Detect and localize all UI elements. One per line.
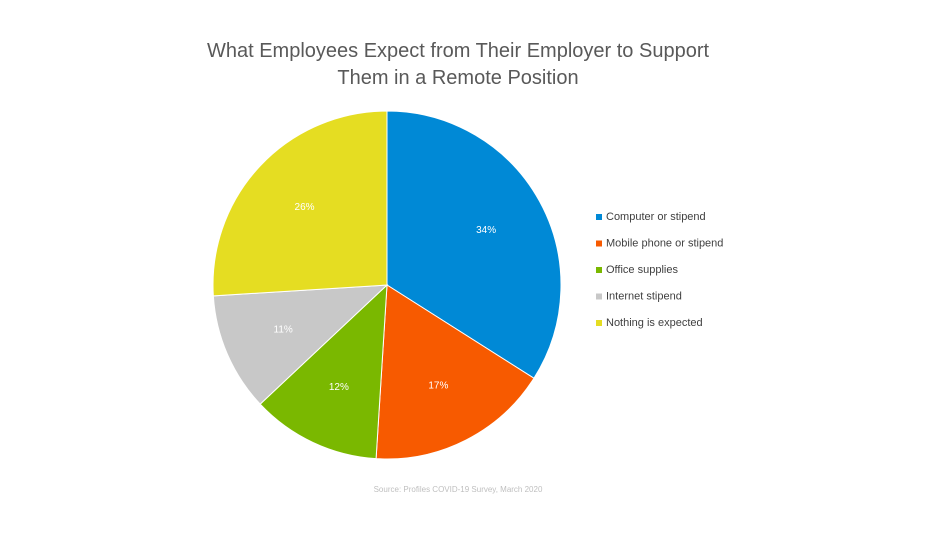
legend-swatch bbox=[596, 293, 602, 300]
legend-swatch bbox=[596, 214, 602, 220]
legend-swatch bbox=[596, 240, 602, 247]
legend-label: Mobile phone or stipend bbox=[606, 237, 723, 249]
pie-slice bbox=[212, 110, 388, 297]
source-note: Source: Profiles COVID-19 Survey, March … bbox=[374, 485, 543, 494]
legend-label: Internet stipend bbox=[606, 290, 682, 302]
pie-slice bbox=[375, 284, 535, 460]
legend-label: Computer or stipend bbox=[606, 211, 706, 223]
data-label: 34% bbox=[476, 225, 496, 236]
data-label: 11% bbox=[274, 325, 293, 336]
legend-label: Nothing is expected bbox=[606, 317, 703, 329]
pie-slice bbox=[386, 110, 562, 379]
pie-slice bbox=[212, 284, 389, 405]
data-label: 17% bbox=[428, 380, 448, 391]
data-label: 26% bbox=[295, 202, 315, 213]
pie-slice bbox=[259, 283, 388, 460]
chart-title: What Employees Expect from Their Employe… bbox=[206, 40, 710, 89]
legend-swatch bbox=[596, 267, 602, 273]
data-label: 12% bbox=[329, 382, 349, 393]
legend-label: Office supplies bbox=[606, 264, 678, 276]
legend-swatch bbox=[596, 320, 602, 326]
